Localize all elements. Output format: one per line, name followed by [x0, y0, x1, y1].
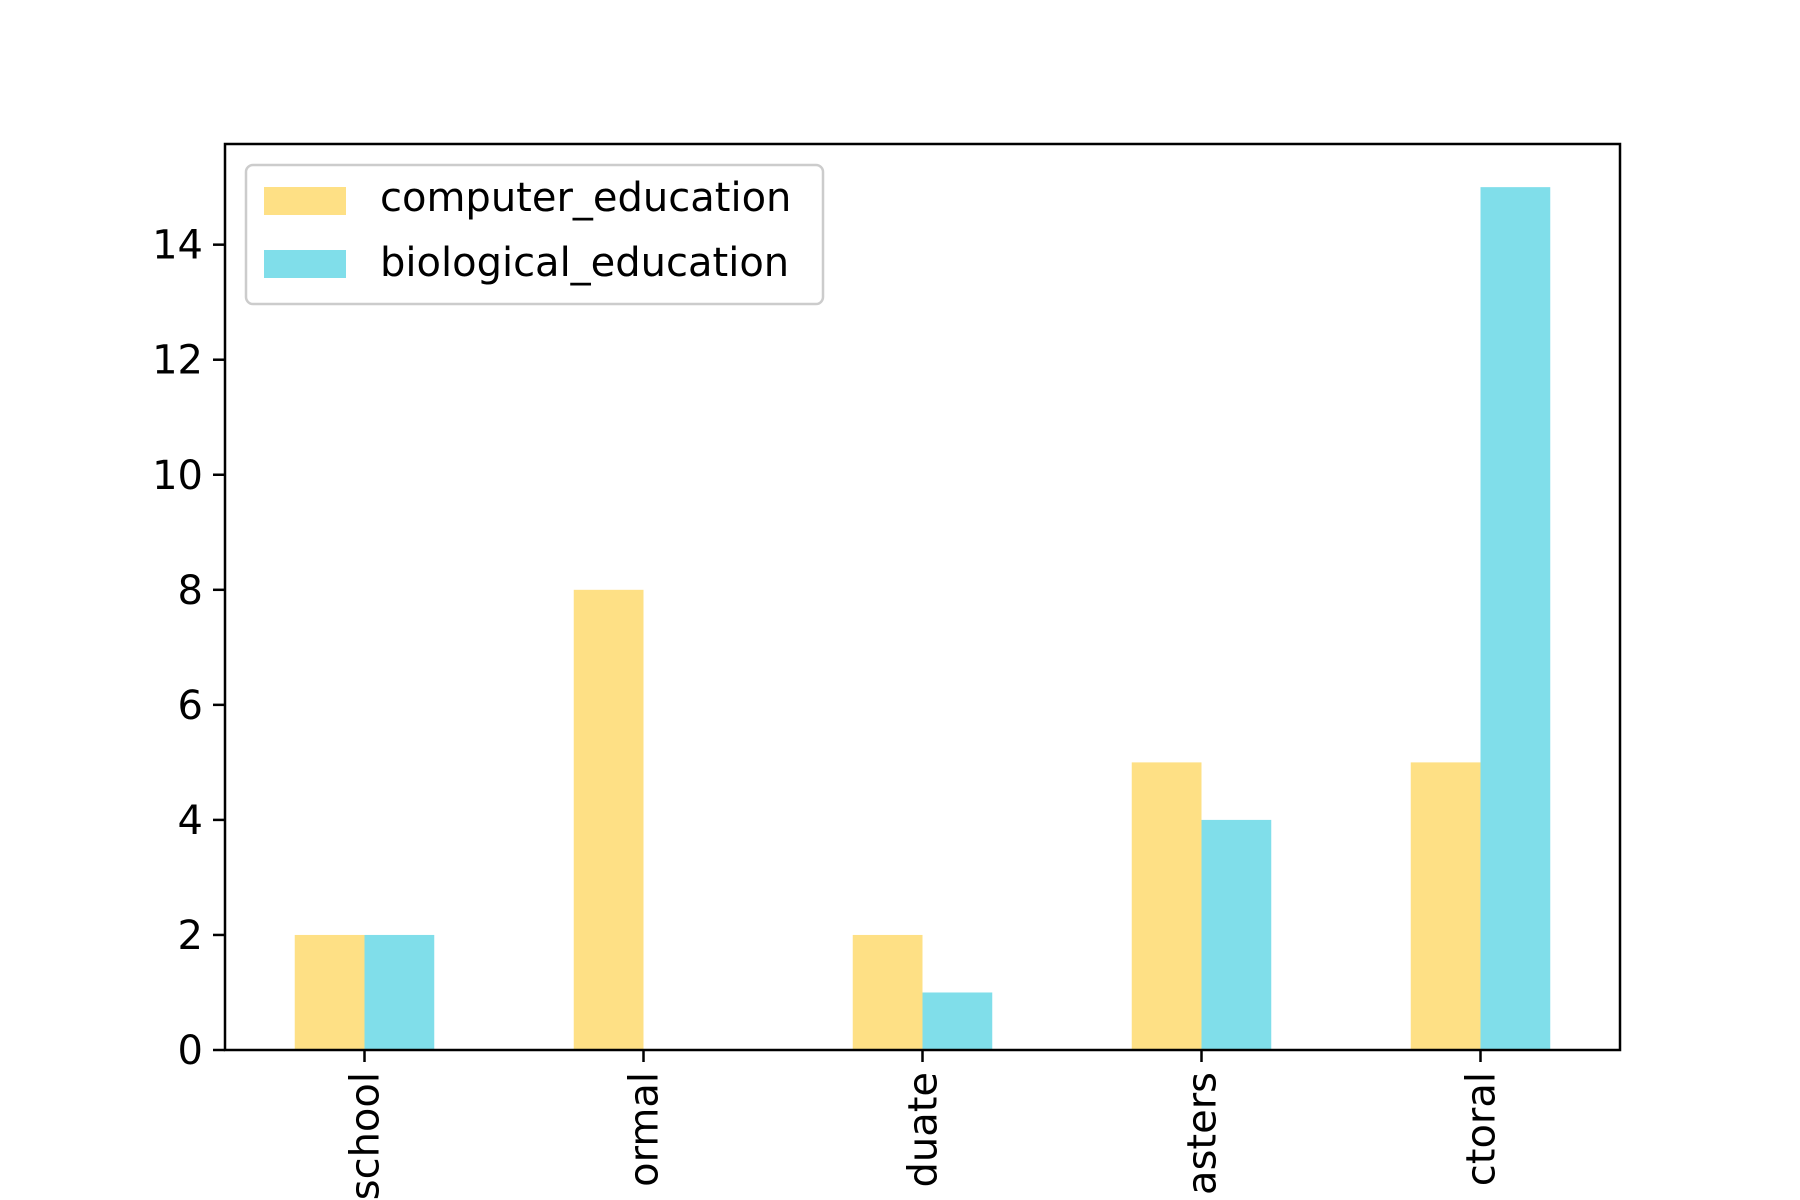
y-tick-label: 2: [178, 913, 203, 959]
x-tick-label-asters: asters: [1180, 1072, 1226, 1195]
y-tick-label: 8: [178, 568, 203, 614]
x-tick-label-school: school: [343, 1072, 389, 1200]
legend: computer_education biological_education: [244, 163, 825, 306]
bar-computer-education-duate: [852, 934, 923, 1050]
legend-swatch-biological-education: [264, 250, 346, 278]
legend-label-computer-education: computer_education: [380, 175, 791, 221]
bar-computer-education-school: [294, 934, 365, 1050]
y-tick-label: 14: [152, 223, 203, 269]
bar-computer-education-ctoral: [1410, 762, 1481, 1050]
x-tick-label-ctoral: ctoral: [1459, 1072, 1505, 1186]
bar-biological-education-asters: [1201, 819, 1272, 1050]
bar-biological-education-duate: [922, 992, 993, 1050]
bars-layer: [294, 187, 1551, 1050]
legend-box: [244, 163, 825, 306]
x-tick-label-ormal: ormal: [622, 1072, 668, 1187]
x-axis: school ormal duate asters ctoral: [343, 1050, 1505, 1200]
bar-biological-education-ctoral: [1480, 187, 1551, 1050]
bar-computer-education-asters: [1131, 762, 1202, 1050]
y-tick-label: 6: [178, 683, 203, 729]
legend-label-biological-education: biological_education: [380, 240, 789, 286]
y-tick-label: 4: [178, 798, 203, 844]
bar-computer-education-ormal: [573, 589, 644, 1050]
y-tick-label: 12: [152, 338, 203, 384]
bar-biological-education-school: [364, 934, 435, 1050]
y-tick-label: 10: [152, 453, 203, 499]
y-axis: 0 2 4 6 8 10 12 14: [152, 223, 225, 1074]
legend-swatch-computer-education: [264, 187, 346, 215]
y-tick-label: 0: [178, 1028, 203, 1074]
x-tick-label-duate: duate: [901, 1072, 947, 1188]
